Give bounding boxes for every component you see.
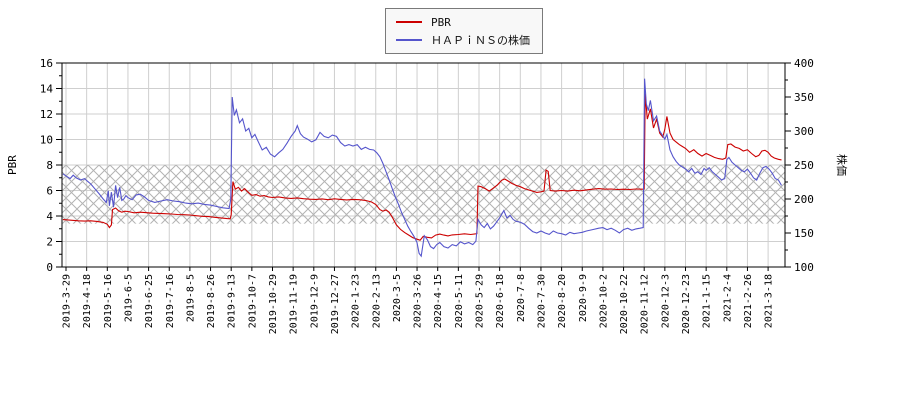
svg-text:2019-9-13: 2019-9-13 bbox=[227, 274, 238, 328]
legend-label-stock-price: ＨＡＰｉＮＳの株価 bbox=[431, 34, 530, 47]
svg-text:2019-6-25: 2019-6-25 bbox=[144, 274, 155, 328]
pbr-line bbox=[62, 93, 782, 241]
axis-titles: PBR 株価 bbox=[6, 154, 849, 176]
svg-text:250: 250 bbox=[794, 159, 814, 172]
svg-text:2019-7-16: 2019-7-16 bbox=[165, 274, 176, 328]
svg-text:300: 300 bbox=[794, 125, 814, 138]
svg-text:350: 350 bbox=[794, 91, 814, 104]
svg-text:2020-9-9: 2020-9-9 bbox=[578, 274, 589, 322]
svg-text:200: 200 bbox=[794, 193, 814, 206]
svg-text:2021-1-15: 2021-1-15 bbox=[702, 274, 713, 328]
series-lines bbox=[62, 78, 782, 258]
svg-text:2020-7-8: 2020-7-8 bbox=[516, 274, 527, 322]
svg-text:2019-8-26: 2019-8-26 bbox=[206, 274, 217, 328]
svg-text:2020-4-15: 2020-4-15 bbox=[433, 274, 444, 328]
left-axis-title: PBR bbox=[6, 155, 19, 175]
legend: PBR ＨＡＰｉＮＳの株価 bbox=[385, 8, 543, 54]
svg-text:2020-5-11: 2020-5-11 bbox=[454, 274, 465, 328]
svg-text:2020-1-23: 2020-1-23 bbox=[351, 274, 362, 328]
svg-text:2019-6-5: 2019-6-5 bbox=[123, 274, 134, 322]
legend-item-stock-price: ＨＡＰｉＮＳの株価 bbox=[396, 31, 532, 49]
svg-text:2019-5-16: 2019-5-16 bbox=[103, 274, 114, 328]
svg-text:400: 400 bbox=[794, 57, 814, 70]
crosshatch-band bbox=[62, 165, 785, 224]
svg-text:2020-10-22: 2020-10-22 bbox=[619, 274, 630, 334]
svg-text:16: 16 bbox=[40, 57, 53, 70]
svg-text:2019-4-18: 2019-4-18 bbox=[82, 274, 93, 328]
svg-text:14: 14 bbox=[40, 83, 54, 96]
svg-text:2020-10-2: 2020-10-2 bbox=[598, 274, 609, 328]
svg-text:2019-10-29: 2019-10-29 bbox=[268, 274, 279, 334]
legend-label-pbr: PBR bbox=[431, 15, 451, 29]
svg-text:2019-8-5: 2019-8-5 bbox=[185, 274, 196, 322]
svg-text:2019-12-9: 2019-12-9 bbox=[309, 274, 320, 328]
svg-text:2021-2-26: 2021-2-26 bbox=[743, 274, 754, 328]
right-axis-title: 株価 bbox=[835, 154, 849, 176]
svg-text:2019-12-27: 2019-12-27 bbox=[330, 274, 341, 334]
svg-text:6: 6 bbox=[46, 185, 53, 198]
svg-text:0: 0 bbox=[46, 261, 53, 274]
svg-text:2020-5-29: 2020-5-29 bbox=[475, 274, 486, 328]
svg-text:2020-7-30: 2020-7-30 bbox=[536, 274, 547, 328]
svg-text:2: 2 bbox=[46, 236, 53, 249]
svg-text:2021-3-18: 2021-3-18 bbox=[764, 274, 775, 328]
legend-item-pbr: PBR bbox=[396, 13, 532, 31]
svg-text:2019-10-7: 2019-10-7 bbox=[247, 274, 258, 328]
svg-text:2020-8-20: 2020-8-20 bbox=[557, 274, 568, 328]
pbr-line-swatch bbox=[396, 21, 422, 23]
stock-price-line-swatch bbox=[396, 39, 422, 41]
axis-tick-labels: 0 2 4 6 8 10 12 14 16 100 150 200 250 300 350 400 2019-3… bbox=[40, 57, 814, 334]
svg-text:12: 12 bbox=[40, 108, 53, 121]
svg-text:2020-2-13: 2020-2-13 bbox=[371, 274, 382, 328]
svg-text:8: 8 bbox=[46, 159, 53, 172]
svg-text:2020-12-23: 2020-12-23 bbox=[681, 274, 692, 334]
svg-text:2020-3-26: 2020-3-26 bbox=[413, 274, 424, 328]
svg-text:2020-3-5: 2020-3-5 bbox=[392, 274, 403, 322]
svg-text:2020-11-12: 2020-11-12 bbox=[640, 274, 651, 334]
svg-text:4: 4 bbox=[46, 210, 53, 223]
svg-text:150: 150 bbox=[794, 227, 814, 240]
axis-ticks bbox=[56, 62, 791, 271]
svg-text:2019-3-29: 2019-3-29 bbox=[62, 274, 73, 328]
svg-text:2020-12-3: 2020-12-3 bbox=[660, 274, 671, 328]
svg-text:2021-2-4: 2021-2-4 bbox=[722, 274, 733, 322]
svg-text:10: 10 bbox=[40, 134, 53, 147]
svg-text:2019-11-19: 2019-11-19 bbox=[289, 274, 300, 334]
svg-text:2020-6-18: 2020-6-18 bbox=[495, 274, 506, 328]
stock-price-line bbox=[62, 78, 782, 258]
svg-text:100: 100 bbox=[794, 261, 814, 274]
